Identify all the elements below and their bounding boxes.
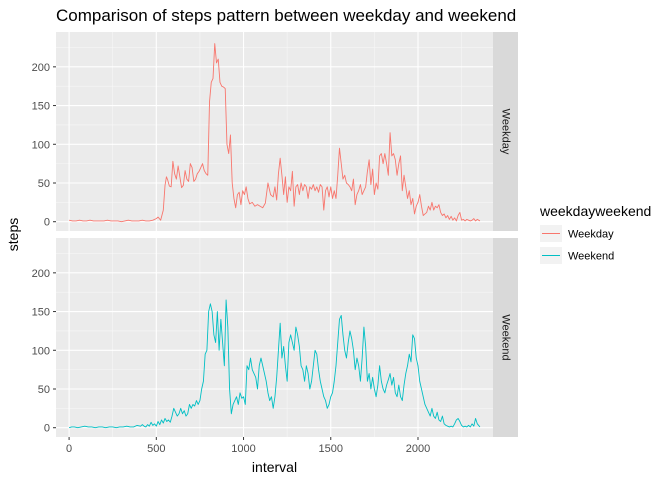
series-layer (68, 43, 481, 429)
y-tick-label-weekend: 50 (38, 384, 50, 396)
legend-label-weekday: Weekday (568, 229, 614, 241)
strip-label-weekday: Weekday (500, 109, 512, 155)
y-tick-label-weekday: 0 (44, 217, 50, 229)
x-tick-label: 1000 (231, 443, 255, 455)
y-tick-label-weekday: 100 (32, 139, 50, 151)
y-tick-label-weekend: 150 (32, 307, 50, 319)
y-tick-label-weekend: 200 (32, 268, 50, 280)
x-tick-label: 2000 (406, 443, 430, 455)
y-axis-title: steps (5, 218, 21, 251)
y-tick-label-weekday: 200 (32, 62, 50, 74)
panel-weekday-background (56, 32, 493, 231)
x-tick-label: 0 (66, 443, 72, 455)
x-axis-title: interval (252, 459, 297, 475)
grid-layer (56, 32, 493, 437)
y-tick-label-weekday: 150 (32, 101, 50, 113)
series-line-weekday (68, 43, 481, 223)
legend: weekdayweekend Weekday Weekend (539, 203, 651, 264)
chart-title: Comparison of steps pattern between week… (56, 6, 517, 25)
y-tick-label-weekday: 50 (38, 178, 50, 190)
x-tick-label: 1500 (319, 443, 343, 455)
series-line-weekend (68, 299, 481, 429)
y-tick-label-weekend: 100 (32, 345, 50, 357)
panel-weekend-background (56, 238, 493, 437)
strip-label-weekend: Weekend (500, 314, 512, 360)
strip-weekday-background (493, 32, 518, 231)
strip-weekend-background (493, 238, 518, 437)
legend-label-weekend: Weekend (568, 251, 614, 263)
y-tick-label-weekend: 0 (44, 423, 50, 435)
legend-title: weekdayweekend (539, 203, 651, 219)
x-tick-label: 500 (147, 443, 165, 455)
